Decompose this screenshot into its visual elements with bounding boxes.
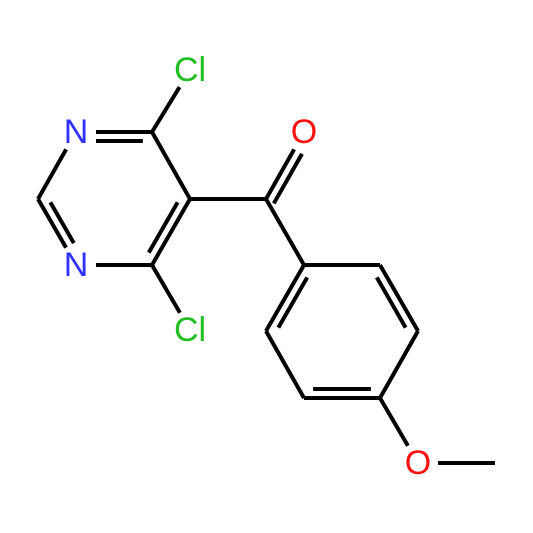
bond bbox=[264, 198, 306, 266]
bond bbox=[375, 276, 408, 329]
bond bbox=[276, 276, 309, 329]
atom-label: N bbox=[64, 113, 89, 151]
bond bbox=[150, 263, 182, 314]
bond bbox=[264, 264, 306, 332]
bond bbox=[150, 131, 192, 200]
bond bbox=[264, 148, 296, 200]
bond bbox=[150, 86, 182, 134]
bond bbox=[36, 198, 68, 249]
bond bbox=[264, 330, 306, 399]
bond bbox=[378, 264, 420, 332]
atom-label: O bbox=[405, 444, 431, 482]
bond bbox=[272, 152, 304, 205]
bond bbox=[378, 396, 410, 447]
bond bbox=[48, 201, 76, 245]
atom-label: Cl bbox=[174, 51, 206, 89]
bond bbox=[147, 201, 180, 254]
atom-label: O bbox=[291, 113, 317, 151]
bond bbox=[150, 198, 192, 266]
bond bbox=[378, 330, 420, 399]
atom-label: N bbox=[64, 246, 89, 284]
atom-label: Cl bbox=[174, 311, 206, 349]
bond bbox=[36, 148, 68, 200]
